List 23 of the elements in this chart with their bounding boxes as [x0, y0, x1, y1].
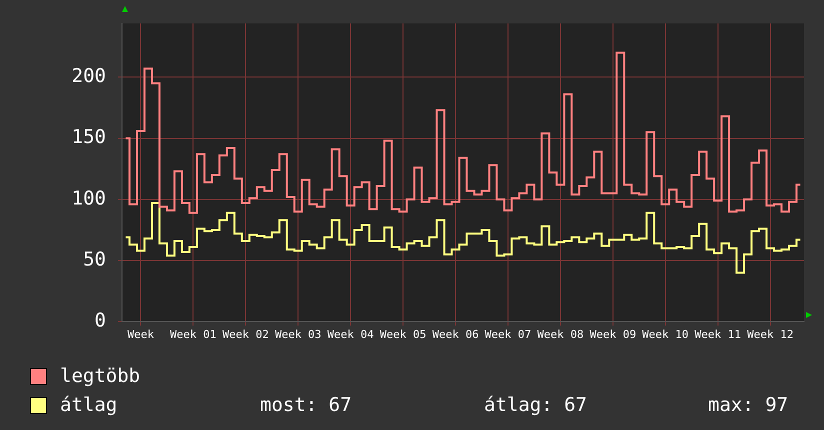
- y-tick-label: 150: [72, 126, 106, 148]
- text: átlag: 67: [484, 393, 588, 418]
- x-tick-label: Week 05: [380, 328, 426, 342]
- x-tick-label: Week 10: [642, 328, 689, 342]
- x-tick-label: Week: [127, 328, 154, 342]
- x-tick-label: Week 11: [694, 328, 741, 342]
- x-tick-label: Week 08: [537, 328, 584, 342]
- legend-label: átlag: [60, 393, 118, 418]
- y-tick-label: 100: [72, 187, 106, 210]
- legend-label: legtöbb: [60, 364, 142, 389]
- x-tick-label: Week 03: [274, 328, 322, 342]
- y-tick-label: 50: [83, 248, 106, 270]
- y-tick-label: 0: [94, 310, 106, 332]
- x-tick-label: Week 09: [590, 328, 636, 342]
- x-tick-label: Week 12: [747, 328, 794, 342]
- x-tick-label: Week 02: [222, 328, 269, 342]
- x-tick-label: Week 04: [327, 328, 374, 342]
- text: max: 97: [708, 393, 788, 418]
- x-tick-label: Week 01: [170, 328, 216, 342]
- text: most: 67: [260, 393, 353, 418]
- x-tick-label: Week 07: [484, 328, 532, 342]
- x-tick-label: Week 06: [432, 328, 479, 342]
- y-tick-label: 200: [72, 65, 106, 88]
